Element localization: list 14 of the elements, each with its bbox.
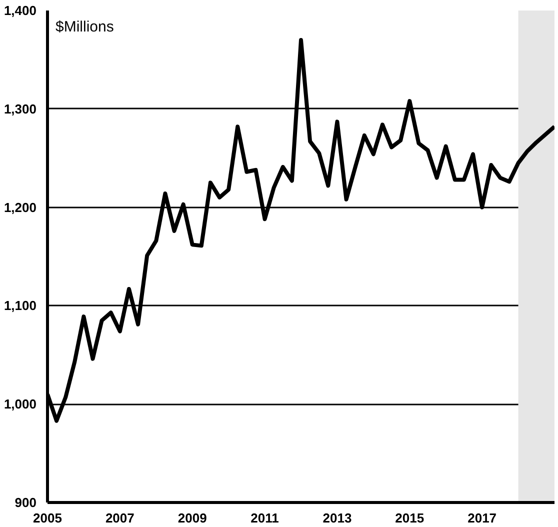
y-tick-label: 1,200: [4, 200, 37, 215]
x-tick-label: 2015: [395, 510, 424, 526]
y-tick-label: 1,400: [4, 3, 37, 18]
x-tick-label: 2009: [178, 510, 207, 526]
x-tick-label: 2017: [468, 510, 497, 526]
y-tick-label: 1,100: [4, 298, 37, 314]
x-tick-label: 2005: [33, 510, 62, 526]
x-tick-label: 2007: [105, 510, 134, 526]
y-tick-label: 900: [14, 495, 37, 510]
x-tick-label: 2011: [250, 510, 279, 526]
y-tick-label: 1,300: [4, 101, 37, 116]
annotation: $Millions: [56, 18, 114, 36]
x-tick-label: 2013: [322, 510, 352, 526]
y-tick-label: 1,000: [4, 396, 37, 412]
